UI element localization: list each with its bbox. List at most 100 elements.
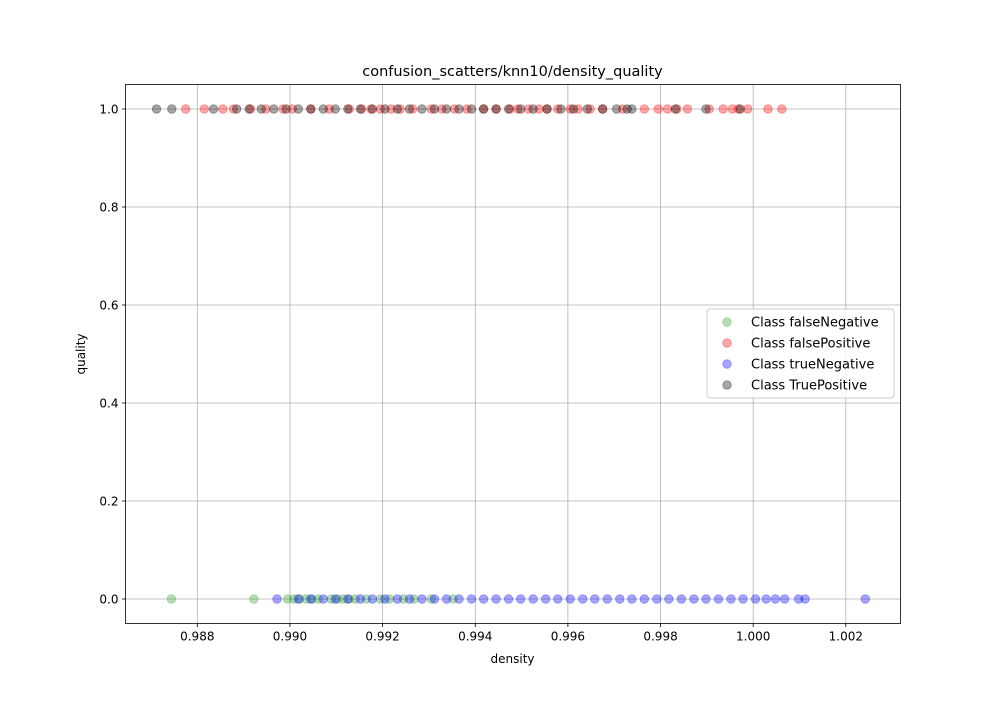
data-point [301,594,311,604]
data-point [727,104,738,114]
data-point [777,104,787,114]
data-point [478,594,489,604]
data-point [800,594,810,604]
data-point [324,104,335,114]
x-tick-label: 0.994 [458,630,492,644]
data-point [441,104,452,114]
data-point [750,594,761,604]
legend-marker [722,317,732,327]
data-point [272,594,282,604]
data-point [208,104,219,114]
y-tick-label: 0.8 [99,201,118,215]
data-point [597,104,608,114]
legend: Class falseNegative Class falsePositive Cl… [706,308,895,399]
data-point [523,104,534,114]
data-point [282,594,293,604]
data-point [350,594,360,604]
data-point [735,104,745,114]
data-point [293,594,303,604]
legend-marker [722,359,732,369]
data-point [670,104,681,114]
data-point [542,104,552,114]
data-point [199,104,209,114]
data-point [306,104,316,114]
x-tick-label: 0.992 [365,630,399,644]
data-point [367,104,378,114]
data-point [565,104,575,114]
data-point [682,104,693,114]
data-point [293,104,303,114]
data-point [553,104,563,114]
data-point [503,594,514,604]
data-point [617,104,628,114]
data-point [763,104,773,114]
data-point [534,104,544,114]
data-point [166,594,177,604]
data-point [701,594,711,604]
data-point [338,594,348,604]
data-point [245,104,256,114]
data-point [343,104,353,114]
data-point [676,594,687,604]
data-point [573,104,583,114]
data-point [344,594,354,604]
data-point [639,594,650,604]
data-point [726,594,736,604]
data-point [556,104,566,114]
data-point [375,594,385,604]
data-point [565,594,575,604]
data-point [860,594,870,604]
data-point [528,104,538,114]
data-point [306,104,316,114]
legend-entry-label: Class TruePositive [751,379,867,394]
data-point [278,104,288,114]
x-tick-label: 1.002 [829,630,863,644]
series-4-points [151,104,745,114]
series-1-points [166,594,458,604]
data-point [429,104,440,114]
data-point [513,104,523,114]
legend-entry-label: Class falseNegative [751,316,879,331]
data-point [355,104,366,114]
data-point [426,594,436,604]
data-point [770,594,781,604]
plot-frame [125,84,901,624]
data-point [343,594,353,604]
data-point [294,594,305,604]
data-point [761,594,771,604]
data-point [256,104,266,114]
data-point [718,104,728,114]
data-point [701,104,711,114]
legend-entry-label: Class falsePositive [751,337,870,352]
data-point [704,104,714,114]
data-point [318,104,329,114]
data-point [627,104,637,114]
data-point [742,104,753,114]
data-point [578,594,588,604]
data-point [664,594,674,604]
data-point [689,594,699,604]
data-point [448,594,458,604]
data-point [611,104,622,114]
data-point [713,594,724,604]
data-point [597,104,608,114]
data-point [568,104,579,114]
legend-marker [722,338,732,348]
data-point [313,594,323,604]
data-point [330,104,341,114]
data-point [417,594,427,604]
data-point [639,104,650,114]
data-point [367,594,378,604]
data-point [437,104,447,114]
data-point [307,594,317,604]
data-point [357,104,367,114]
x-tick-label: 1.000 [736,630,770,644]
data-point [409,594,419,604]
data-point [652,594,662,604]
y-axis-ticks: 0.0 0.2 0.4 0.6 0.8 1.0 [99,103,126,607]
x-tick-label: 0.988 [180,630,214,644]
data-point [503,104,514,114]
data-point [454,594,464,604]
data-point [505,104,515,114]
y-tick-label: 0.4 [99,397,118,411]
